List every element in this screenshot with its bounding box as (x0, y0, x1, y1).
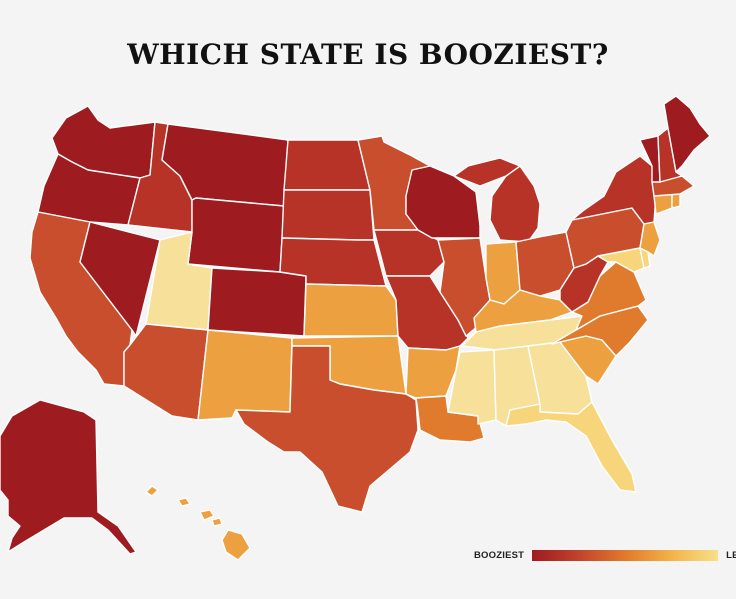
state-wyoming (187, 197, 285, 273)
state-colorado (207, 267, 307, 337)
state-arizona (123, 323, 209, 421)
state-kansas (303, 283, 399, 337)
state-vermont (639, 135, 661, 183)
state-florida (505, 401, 637, 493)
state-hawaii-1 (145, 485, 159, 497)
state-texas (235, 345, 419, 513)
legend-high-label: BOOZIEST (474, 549, 525, 561)
state-alaska (0, 399, 137, 555)
state-hawaii-3 (199, 509, 215, 521)
state-south-dakota (281, 189, 375, 241)
state-michigan-up (453, 157, 521, 187)
state-illinois (437, 237, 491, 337)
state-new-hampshire (657, 127, 683, 183)
state-new-jersey (639, 221, 661, 257)
legend: BOOZIEST LEAST (474, 548, 736, 562)
state-north-dakota (283, 139, 371, 191)
state-michigan (489, 165, 541, 243)
state-louisiana (415, 395, 485, 443)
state-rhode-island (671, 193, 681, 209)
state-connecticut (653, 193, 673, 215)
state-hawaii-2 (177, 497, 191, 507)
state-arkansas (405, 345, 461, 399)
legend-low-label: LEAST (726, 549, 736, 561)
state-nevada (79, 221, 161, 337)
legend-gradient-bar (532, 549, 719, 561)
state-hawaii-4 (211, 517, 223, 527)
state-hawaii-big (221, 529, 251, 561)
state-new-mexico (197, 329, 293, 421)
map-title: WHICH STATE IS BOOZIEST? (127, 38, 609, 71)
state-maine (663, 95, 711, 173)
